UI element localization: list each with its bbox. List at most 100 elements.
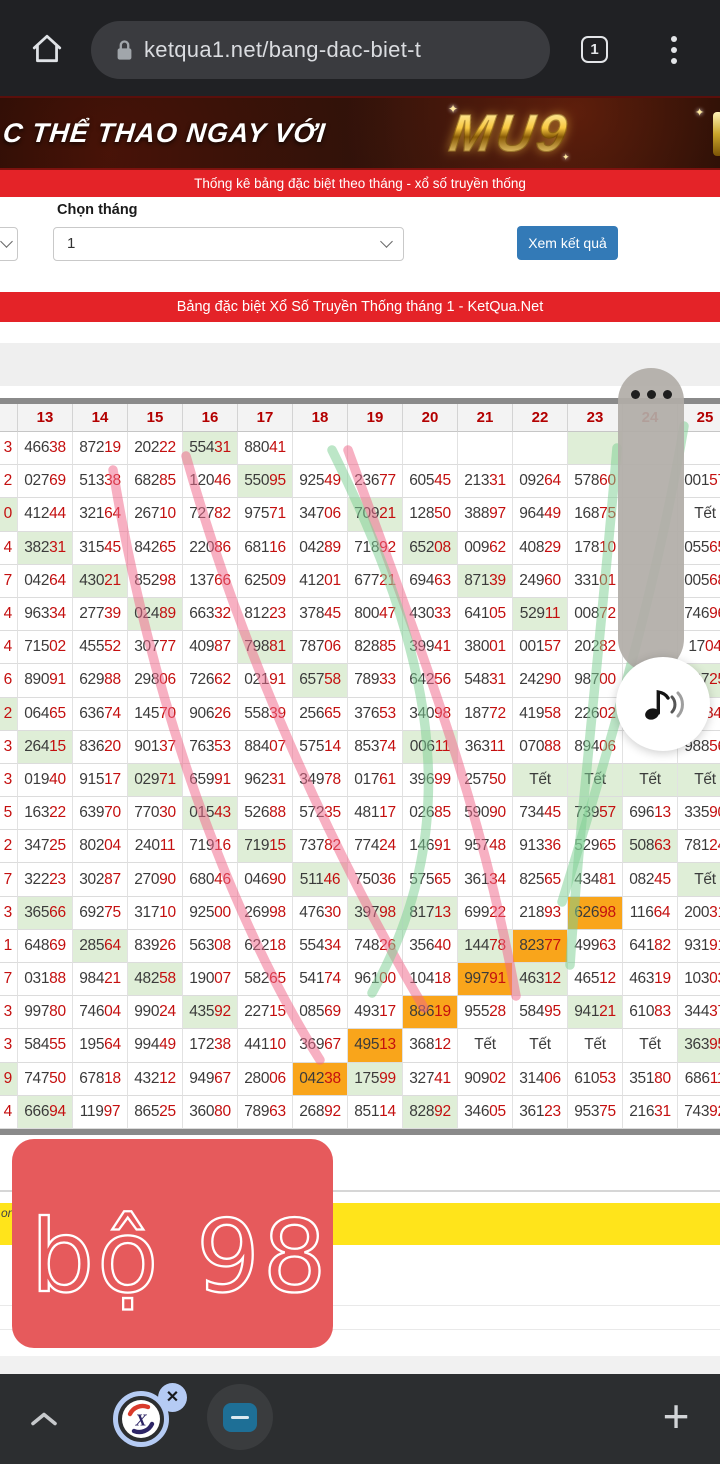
- table-cell: 663 32: [183, 597, 238, 632]
- table-cell-edge: 4: [0, 1095, 18, 1129]
- table-cell: 548 31: [458, 664, 513, 698]
- app-bubble-logo[interactable]: X: [122, 1400, 160, 1438]
- table-cell: 763 53: [183, 730, 238, 764]
- table-cell: 202 22: [128, 432, 183, 466]
- tab-counter[interactable]: 1: [581, 36, 608, 63]
- table-cell: 382 31: [18, 531, 73, 565]
- table-cell: 909 02: [458, 1062, 513, 1096]
- divider: [0, 1329, 720, 1330]
- table-cell: Tết: [678, 863, 720, 897]
- table-cell: 610 53: [568, 1062, 623, 1096]
- table-cell: 17 04: [678, 631, 720, 665]
- table-cell: 042 89: [293, 531, 348, 565]
- kebab-menu-icon[interactable]: [671, 36, 679, 64]
- home-icon[interactable]: [30, 33, 64, 70]
- column-header: 25: [678, 404, 720, 432]
- table-cell: 853 74: [348, 730, 403, 764]
- table-cell: 412 01: [293, 564, 348, 598]
- chevron-down-icon: [380, 235, 393, 248]
- table-cell: 017 61: [348, 763, 403, 798]
- table-cell: 399 41: [403, 631, 458, 665]
- table-cell: 727 82: [183, 498, 238, 532]
- table-cell: 997 80: [18, 996, 73, 1030]
- table-cell: 368 12: [403, 1029, 458, 1063]
- table-cell: 120 46: [183, 465, 238, 499]
- column-header: 19: [348, 404, 403, 432]
- table-cell-edge: 7: [0, 564, 18, 598]
- table-cell: 884 07: [238, 730, 293, 764]
- table-cell: 008 72: [568, 597, 623, 632]
- text-fragment: or: [1, 1206, 12, 1220]
- table-cell: 455 52: [73, 631, 128, 665]
- table-cell-edge: 2: [0, 830, 18, 864]
- floating-scrollbar[interactable]: [618, 368, 684, 672]
- table-cell: 802 04: [73, 830, 128, 864]
- table-cell-edge: 7: [0, 863, 18, 897]
- spacer-block: [0, 343, 720, 386]
- table-cell: 242 90: [513, 664, 568, 698]
- table-cell: 042 64: [18, 564, 73, 598]
- overlay-card-text: bộ 98: [31, 1198, 330, 1315]
- table-cell: 584 95: [513, 996, 568, 1030]
- music-note-icon: [645, 690, 684, 720]
- table-cell-edge: 0: [0, 498, 18, 532]
- table-cell: 726 62: [183, 664, 238, 698]
- table-cell: 340 98: [403, 697, 458, 731]
- table-cell: 163 22: [18, 797, 73, 831]
- table-cell: 984 21: [73, 963, 128, 997]
- table-cell: 734 45: [513, 797, 568, 831]
- table-cell-edge: 2: [0, 465, 18, 499]
- table-cell: 322 23: [18, 863, 73, 897]
- table-cell: Tết: [513, 763, 568, 798]
- ellipsis-icon[interactable]: [618, 390, 684, 399]
- table-cell: 828 92: [403, 1095, 458, 1129]
- table-cell: 851 14: [348, 1095, 403, 1129]
- table-cell: [458, 432, 513, 466]
- table-cell: 360 80: [183, 1095, 238, 1129]
- url-bar[interactable]: ketqua1.net/bang-dac-biet-t: [91, 21, 550, 79]
- table-cell: 550 95: [238, 465, 293, 499]
- table-cell: 652 08: [403, 531, 458, 565]
- table-cell: 481 17: [348, 797, 403, 831]
- table-cell: 987 00: [568, 664, 623, 698]
- app-thumbnail-icon: [223, 1402, 257, 1432]
- table-cell: 626 98: [568, 896, 623, 930]
- plus-icon[interactable]: +: [662, 1390, 690, 1442]
- app-bubble-ring[interactable]: [113, 1391, 169, 1447]
- table-cell: 187 72: [458, 697, 513, 731]
- month-select[interactable]: 1: [53, 227, 404, 261]
- table-cell: 622 18: [238, 929, 293, 963]
- table-cell: 227 15: [238, 996, 293, 1030]
- sparkle-icon: ✦: [695, 107, 705, 119]
- table-cell: 168 75: [568, 498, 623, 532]
- close-icon[interactable]: ✕: [158, 1383, 187, 1412]
- table-cell: 463 19: [623, 963, 678, 997]
- table-cell: [678, 432, 720, 466]
- table-cell: 021 91: [238, 664, 293, 698]
- ad-banner[interactable]: C THỂ THAO NGAY VỚI MU9 ✦ ✦ ✦: [0, 96, 720, 170]
- table-cell: 715 02: [18, 631, 73, 665]
- table-cell: 432 12: [128, 1062, 183, 1096]
- table-cell: 964 49: [513, 498, 568, 532]
- app-bubble-secondary[interactable]: [207, 1384, 273, 1450]
- chevron-up-icon[interactable]: [30, 1410, 58, 1433]
- table-cell: 750 36: [348, 863, 403, 897]
- table-cell: 317 10: [128, 896, 183, 930]
- table-cell: 871 39: [458, 564, 513, 598]
- table-cell: 085 69: [293, 996, 348, 1030]
- table-cell: 529 65: [568, 830, 623, 864]
- music-note-button[interactable]: [616, 657, 710, 751]
- table-cell: 953 75: [568, 1095, 623, 1129]
- table-cell: 836 20: [73, 730, 128, 764]
- table-cell: 465 12: [568, 963, 623, 997]
- table-cell: 554 34: [293, 929, 348, 963]
- table-cell: 082 45: [623, 863, 678, 897]
- table-cell: 657 58: [293, 664, 348, 698]
- view-results-button[interactable]: Xem kết quả: [517, 226, 618, 260]
- table-cell: 554 31: [183, 432, 238, 466]
- overlay-card[interactable]: bộ 98: [12, 1139, 333, 1348]
- table-cell: 575 65: [403, 863, 458, 897]
- table-cell: 584 55: [18, 1029, 73, 1063]
- year-select-partial[interactable]: [0, 227, 18, 261]
